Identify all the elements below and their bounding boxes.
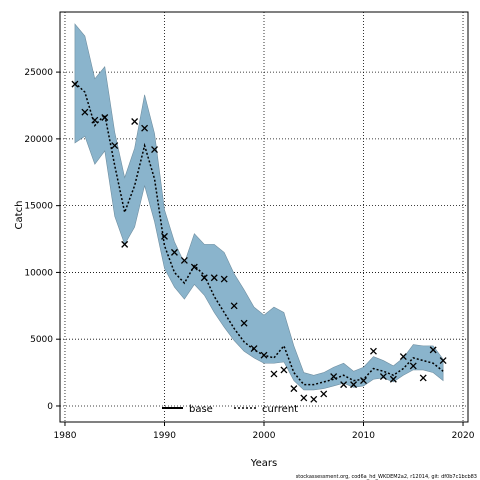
observation-point: [419, 374, 427, 382]
y-tick-label: 5000: [30, 335, 53, 345]
observation-point: [170, 248, 178, 256]
observation-point: [111, 142, 119, 150]
observation-point: [310, 395, 318, 403]
observation-point: [439, 357, 447, 365]
x-tick-label: 1980: [54, 431, 77, 441]
observation-point: [101, 114, 109, 121]
observation-point: [389, 375, 397, 383]
observation-point: [220, 275, 228, 283]
observation-point: [290, 385, 298, 393]
x-axis-label: Years: [250, 458, 277, 469]
y-tick-label: 0: [47, 402, 53, 412]
observation-point: [409, 362, 417, 370]
x-tick-label: 2000: [253, 431, 276, 441]
observation-point: [429, 346, 437, 354]
observation-point: [141, 124, 149, 132]
current-confidence-band: [74, 23, 444, 391]
observation-point: [270, 370, 278, 378]
observation-point: [370, 347, 377, 355]
x-tick-label: 2010: [352, 431, 375, 441]
y-tick-label: 25000: [24, 68, 53, 78]
y-axis: 0 5000 10000 15000 20000 25000: [24, 68, 60, 412]
legend-label-base: base: [189, 404, 213, 415]
observation-point: [210, 274, 218, 282]
y-tick-label: 20000: [24, 135, 53, 145]
y-tick-label: 10000: [24, 268, 53, 278]
y-tick-label: 15000: [24, 202, 53, 212]
series-line-current: [74, 82, 444, 386]
observation-point: [250, 345, 258, 353]
series-lines: [74, 82, 444, 386]
legend-label-current: current: [262, 404, 298, 415]
observation-point: [379, 373, 387, 381]
observation-point: [71, 80, 79, 88]
observation-point: [260, 351, 268, 359]
confidence-band: [74, 23, 444, 391]
observation-point: [280, 366, 288, 374]
footnote: stockassessment.org, cod6a_hd_WKDEM2a2, …: [296, 474, 477, 480]
observation-point: [190, 263, 198, 271]
observation-point: [360, 377, 367, 385]
observation-point: [151, 146, 158, 154]
observation-point: [399, 353, 407, 361]
observation-point: [230, 302, 238, 310]
observation-point: [81, 108, 89, 116]
legend: base current: [162, 404, 298, 415]
observation-point: [240, 319, 248, 327]
observation-point: [300, 394, 308, 402]
observation-point: [121, 240, 129, 248]
observation-point: [340, 381, 348, 389]
x-tick-label: 2020: [452, 431, 475, 441]
x-tick-label: 1990: [153, 431, 176, 441]
observation-point: [330, 373, 338, 381]
observation-point: [180, 256, 188, 264]
observation-point: [200, 274, 208, 282]
observation-point: [131, 118, 139, 125]
y-axis-label: Catch: [14, 201, 25, 230]
observation-point: [91, 116, 99, 124]
x-axis: 1980 1990 2000 2010 2020: [54, 422, 475, 441]
observation-point: [161, 232, 168, 240]
observation-point: [320, 390, 328, 398]
observation-points: [71, 80, 447, 403]
observation-point: [350, 381, 358, 389]
